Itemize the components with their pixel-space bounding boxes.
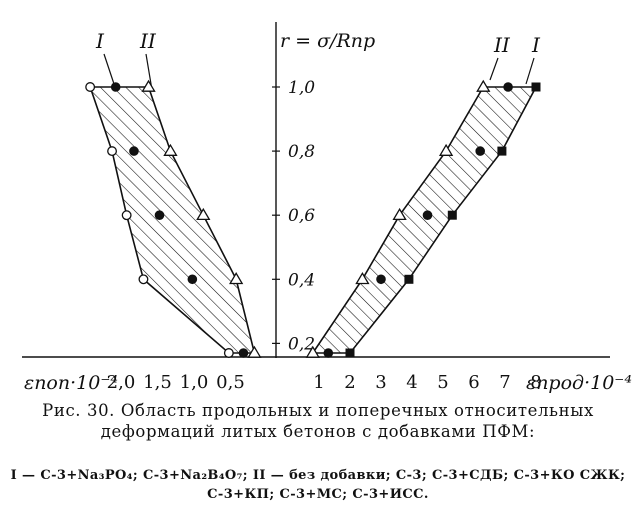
data-point-filled-square (447, 210, 457, 220)
data-point-filled-square (531, 82, 541, 92)
data-point-filled-circle (110, 82, 121, 92)
x-left-tick-label: 2,0 (107, 372, 136, 393)
data-point-filled-circle (475, 146, 486, 156)
strain-chart: r = σ/Rпр 1,0 0,8 0,6 0,4 0,2 2,0 1,5 1,0 0,5 1… (22, 22, 632, 394)
data-point-open-circle (107, 146, 118, 157)
caption-text: Область продольных и поперечных относите… (100, 401, 594, 441)
data-point-filled-square (404, 274, 414, 284)
data-point-open-triangle (163, 143, 178, 156)
x-left-tick-label: 0,5 (216, 372, 245, 393)
data-point-filled-circle (323, 348, 334, 358)
data-point-open-triangle (196, 207, 211, 221)
x-left-tick-label: 1,0 (180, 372, 209, 393)
data-point-filled-circle (238, 348, 249, 358)
longitudinal-band (311, 86, 538, 354)
x-right-tick-label: 4 (406, 372, 417, 393)
caption-prefix: Рис. 30. (42, 401, 116, 420)
data-point-open-triangle (476, 79, 491, 92)
data-point-open-triangle (305, 345, 320, 358)
data-point-open-triangle (141, 79, 156, 92)
band-label-right: II (493, 33, 511, 57)
data-point-filled-circle (187, 274, 198, 285)
transverse-band (89, 86, 256, 354)
band-label-left: I (95, 29, 105, 53)
data-point-filled-circle (154, 210, 165, 220)
label-leader (489, 57, 499, 81)
data-point-open-triangle (247, 345, 262, 358)
x-right-tick-label: 1 (313, 372, 324, 393)
y-tick-label: 0,6 (288, 206, 315, 226)
data-point-open-circle (121, 210, 132, 221)
y-axis-title: r = σ/Rпр (280, 30, 375, 52)
x-right-tick-label: 5 (437, 372, 448, 393)
y-tick-label: 0,8 (288, 142, 315, 162)
data-point-open-circle (223, 348, 234, 358)
x-right-tick-label: 7 (499, 372, 510, 393)
band-label-left: II (139, 29, 157, 53)
band-label-right: I (531, 33, 541, 57)
data-point-open-triangle (355, 272, 370, 285)
label-leader (525, 57, 535, 85)
figure-caption: Рис. 30. Область продольных и поперечных… (8, 400, 628, 442)
data-point-open-triangle (392, 207, 407, 221)
data-point-open-circle (85, 82, 96, 92)
data-point-open-circle (138, 274, 149, 285)
figure-legend: I — С-3+Na₃PO₄; С-3+Na₂B₄O₇; II — без до… (10, 468, 626, 502)
figure: r = σ/Rпр 1,0 0,8 0,6 0,4 0,2 2,0 1,5 1,0 0,5 1… (22, 22, 632, 394)
y-tick-label: 0,4 (288, 270, 315, 290)
x-right-tick-label: 2 (344, 372, 355, 393)
x-left-tick-label: 1,5 (143, 372, 172, 393)
data-point-filled-square (497, 146, 507, 156)
y-tick-label: 1,0 (288, 78, 315, 98)
x-right-tick-label: 8 (530, 372, 541, 393)
x-right-tick-label: 3 (375, 372, 386, 393)
x-left-axis-label: εпоп·10⁻⁴ (24, 372, 118, 394)
data-point-filled-square (345, 348, 355, 358)
data-point-filled-circle (422, 210, 433, 220)
data-point-open-triangle (229, 272, 244, 285)
data-point-filled-circle (376, 274, 386, 285)
y-tick-label: 0,2 (288, 334, 315, 354)
data-point-open-triangle (438, 143, 454, 156)
x-right-tick-label: 6 (468, 372, 479, 393)
data-point-filled-circle (129, 146, 139, 156)
data-point-filled-circle (503, 82, 513, 92)
x-right-axis-label: εпрод·10⁻⁴ (526, 372, 632, 394)
